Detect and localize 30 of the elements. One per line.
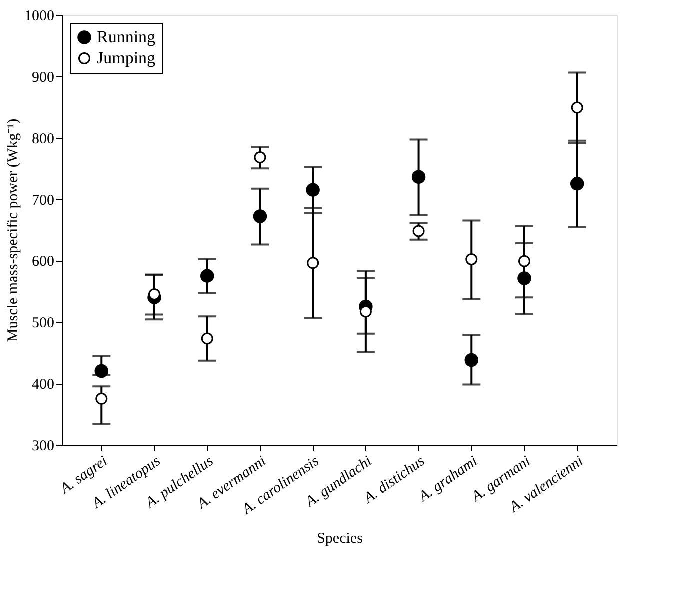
y-tick-label: 800 [32,131,54,148]
point [360,306,372,318]
point [201,332,214,345]
point [412,225,425,238]
y-tick-label: 1000 [24,8,54,24]
point [306,183,320,197]
point [466,254,478,266]
point [412,170,426,184]
point [148,288,160,300]
legend-label: Jumping [97,48,156,68]
x-axis-title: Species [317,531,364,548]
point [94,364,109,378]
point [570,177,584,191]
y-tick-label: 700 [32,192,54,209]
point [464,353,479,368]
y-tick-label: 300 [32,438,54,454]
point [96,392,108,405]
point [571,102,584,114]
point [253,210,268,224]
y-tick-label: 900 [32,70,54,86]
point [200,269,214,283]
point [307,257,320,270]
y-axis-title: Muscle mass-specific power (Wkg⁻¹) [6,118,22,342]
y-tick-label: 500 [32,316,54,332]
point [518,272,532,286]
legend-label: Running [97,28,156,46]
point [518,255,530,268]
y-tick-label: 600 [32,254,54,270]
y-tick-label: 400 [32,377,54,394]
point [254,152,266,164]
